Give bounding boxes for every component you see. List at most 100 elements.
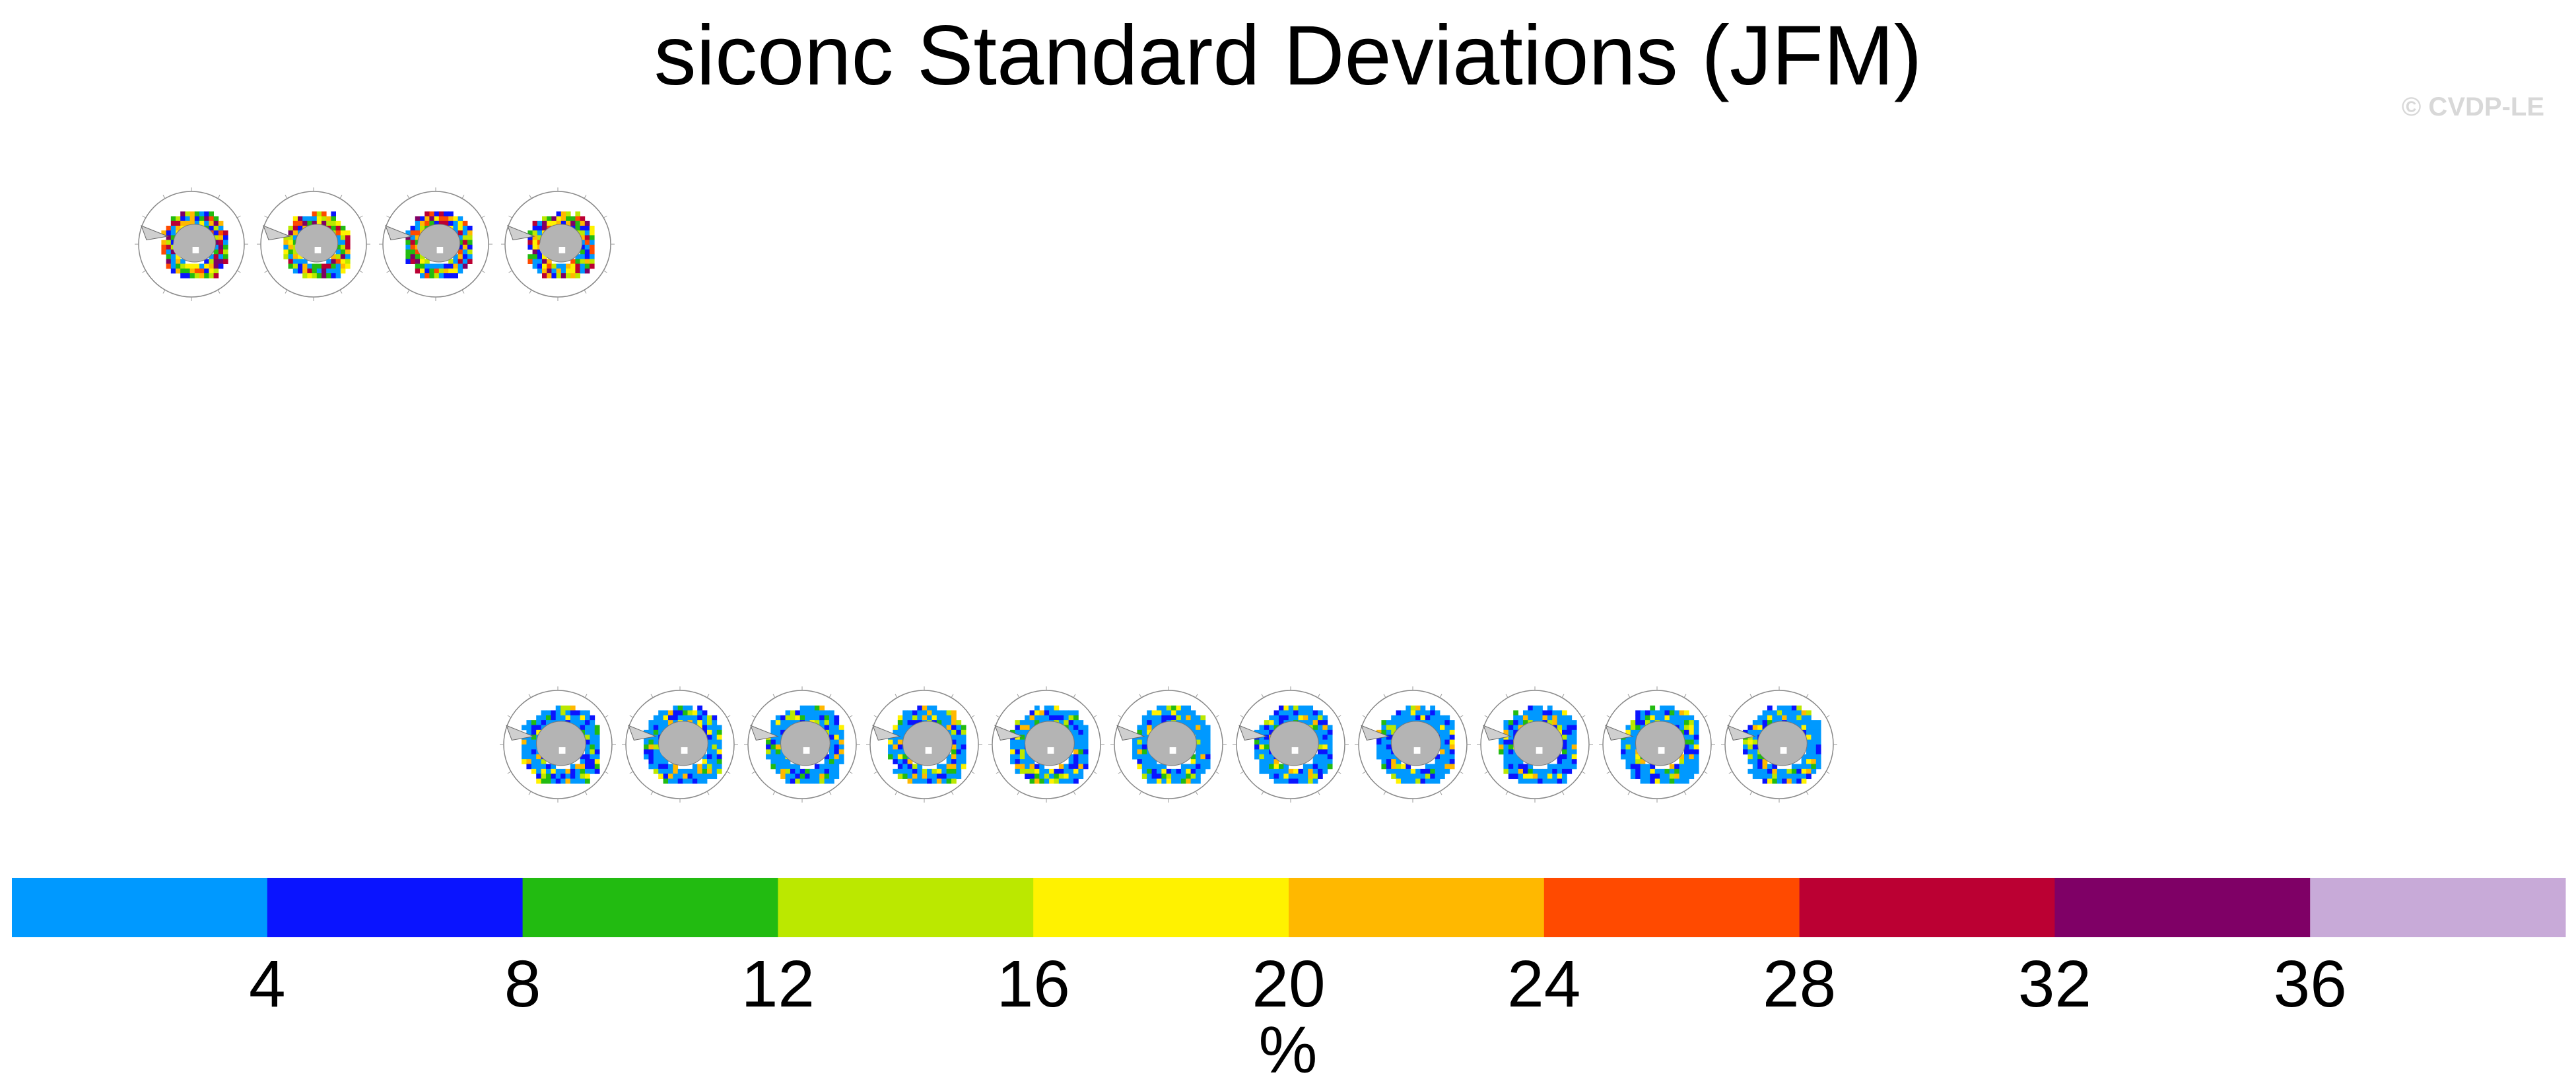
panel-field-cell — [687, 778, 693, 784]
panel-field-cell — [1298, 768, 1304, 774]
panel-field-cell — [1396, 768, 1402, 774]
panel-field-cell — [1693, 735, 1699, 741]
panel-field-cell — [1186, 764, 1192, 770]
panel-map-tick — [873, 771, 878, 774]
panel-field-cell — [1278, 705, 1284, 711]
panel-field-cell — [1743, 739, 1748, 745]
panel-field-cell — [527, 240, 533, 246]
panel-map-tick — [1118, 771, 1122, 774]
panel-field-cell — [780, 764, 786, 770]
panel-field-cell — [462, 240, 468, 246]
panel-field-cell — [1190, 768, 1196, 774]
panel-land-peninsula — [507, 225, 535, 241]
panel-field-cell — [1025, 725, 1030, 731]
panel-field-cell — [912, 768, 918, 774]
panel-field-cell — [1176, 705, 1182, 711]
panel-field-cell — [1528, 778, 1534, 784]
panel-field-cell — [532, 235, 538, 240]
panel-field-cell — [1073, 774, 1079, 779]
panel-pole-mask — [1780, 747, 1787, 754]
panel-field-cell — [213, 249, 219, 255]
panel-field-cell — [780, 768, 786, 774]
panel-map-tick — [481, 270, 485, 273]
panel-field-cell — [223, 254, 228, 259]
panel-field-cell — [829, 754, 834, 760]
panel-field-cell — [1522, 720, 1528, 725]
panel-map-tick — [1484, 715, 1489, 718]
panel-field-cell — [1660, 768, 1665, 774]
panel-field-cell — [1410, 710, 1416, 716]
panel-map-tick — [407, 290, 410, 294]
panel-field-cell — [951, 710, 957, 716]
panel-field-cell — [585, 778, 590, 784]
panel-field-cell — [941, 768, 947, 774]
panel-field-cell — [1264, 725, 1270, 731]
panel-field-cell — [897, 759, 903, 764]
panel-field-cell — [1318, 749, 1323, 755]
panel-field-cell — [1815, 720, 1821, 725]
panel-field-cell — [1161, 710, 1167, 716]
panel-field-cell — [1200, 759, 1206, 764]
panel-field-cell — [1151, 759, 1157, 764]
panel-field-cell — [716, 744, 722, 750]
panel-field-cell — [1083, 725, 1089, 731]
panel-map-tick — [528, 791, 531, 795]
panel-field-cell — [345, 230, 351, 236]
panel-field-cell — [565, 774, 571, 779]
panel-field-cell — [1269, 720, 1274, 725]
panel-field-cell — [556, 273, 562, 279]
panel-field-cell — [1518, 764, 1524, 770]
panel-field-cell — [775, 754, 781, 760]
panel-field-cell — [429, 211, 434, 216]
panel-field-cell — [1440, 749, 1445, 755]
panel-field-cell — [527, 244, 533, 250]
panel-field-cell — [531, 725, 537, 731]
panel-field-cell — [1444, 739, 1450, 745]
panel-field-cell — [1679, 720, 1685, 725]
panel-field-cell — [795, 764, 801, 770]
panel-field-cell — [594, 729, 600, 735]
panel-field-cell — [570, 273, 576, 279]
panel-map-tick — [359, 215, 363, 218]
panel-field-cell — [1327, 759, 1333, 764]
panel-field-cell — [1386, 735, 1392, 741]
panel-field-cell — [585, 715, 590, 721]
panel-field-cell — [1689, 744, 1695, 750]
panel-field-cell — [1327, 764, 1333, 770]
panel-field-cell — [648, 759, 654, 764]
panel-field-cell — [941, 720, 947, 725]
panel-field-cell — [1449, 735, 1455, 741]
panel-field-cell — [331, 216, 336, 222]
panel-field-cell — [1196, 739, 1201, 745]
panel-field-cell — [526, 749, 532, 755]
panel-field-cell — [555, 705, 561, 711]
panel-field-cell — [961, 739, 966, 745]
panel-land-mask — [1514, 734, 1543, 760]
panel-field-cell — [1381, 729, 1387, 735]
panel-field-cell — [1630, 744, 1636, 750]
panel-map-tick — [726, 715, 731, 718]
panel-field-cell — [834, 764, 840, 770]
panel-field-cell — [1796, 768, 1802, 774]
panel-field-cell — [1522, 778, 1528, 784]
panel-field-cell — [580, 764, 586, 770]
panel-field-cell — [1318, 715, 1323, 721]
panel-field-cell — [1288, 778, 1294, 784]
panel-field-cell — [560, 263, 566, 269]
panel-field-cell — [799, 705, 805, 711]
panel-field-cell — [1532, 705, 1538, 711]
panel-field-cell — [1205, 735, 1211, 741]
panel-map-tick — [895, 791, 898, 795]
panel-field-cell — [180, 211, 186, 216]
panel-field-cell — [335, 230, 341, 236]
panel-field-cell — [1318, 729, 1323, 735]
panel-field-cell — [1083, 735, 1089, 741]
panel-field-cell — [526, 764, 532, 770]
panel-field-cell — [292, 259, 298, 264]
panel-field-cell — [462, 244, 468, 250]
panel-field-cell — [1567, 715, 1573, 721]
panel-field-cell — [907, 710, 913, 716]
panel-map-tick — [529, 290, 532, 294]
panel-field-cell — [814, 778, 820, 784]
panel-field-cell — [1630, 759, 1636, 764]
